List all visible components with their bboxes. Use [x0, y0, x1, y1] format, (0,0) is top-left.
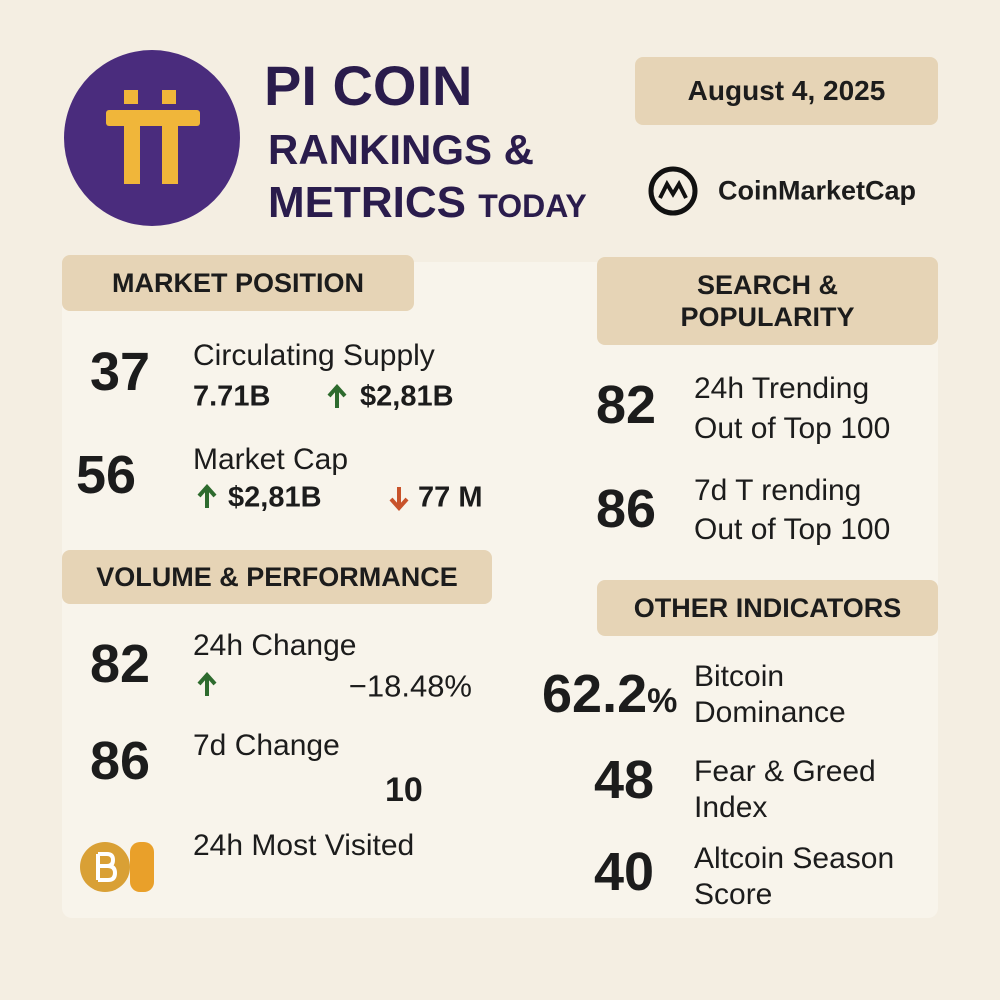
- label: Fear & Greed: [694, 755, 876, 788]
- value: $2,81B: [360, 380, 454, 413]
- title: PI COIN: [264, 54, 473, 117]
- date: August 4, 2025: [635, 57, 938, 125]
- label: Dominance: [694, 696, 846, 729]
- source: CoinMarketCap: [718, 175, 917, 206]
- pi-logo: [64, 50, 240, 226]
- label: 24h Change: [193, 629, 357, 662]
- rank: 82: [596, 375, 657, 435]
- section-title: OTHER INDICATORS: [597, 580, 938, 636]
- bitcoin-icon: [80, 842, 154, 892]
- arrow-up: [327, 384, 347, 408]
- subtitle: METRICS: [268, 178, 466, 227]
- section-title: MARKET POSITION: [62, 255, 414, 311]
- label: Circulating Supply: [193, 339, 435, 372]
- label: Bitcoin: [694, 660, 785, 693]
- subtitle-suffix: TODAY: [478, 188, 587, 224]
- arrow-down: [389, 487, 409, 511]
- cmc-logo: [648, 166, 698, 216]
- rank: 86: [596, 479, 657, 539]
- rank: 86: [90, 731, 151, 791]
- subtitle: METRICS TODAY: [268, 181, 587, 225]
- arrow-up: [197, 672, 217, 696]
- section-title: VOLUME & PERFORMANCE: [62, 550, 492, 604]
- rank: 48: [594, 750, 655, 810]
- rank: 40: [594, 842, 655, 902]
- label: Score: [694, 878, 773, 911]
- rank: 62.2: [542, 664, 648, 724]
- arrow-up: [197, 484, 217, 508]
- label: Altcoin Season: [694, 842, 895, 875]
- rank: 37: [90, 342, 151, 402]
- rank: 56: [76, 445, 137, 505]
- subtitle: RANKINGS &: [268, 126, 535, 173]
- section-title: SEARCH & POPULARITY: [597, 257, 938, 345]
- label: Market Cap: [193, 443, 349, 476]
- label: 7d T rending: [694, 474, 862, 507]
- label: Out of Top 100: [694, 513, 891, 546]
- section-title: SEARCH &: [696, 269, 838, 300]
- value: 7.71B: [193, 380, 271, 413]
- label: 24h Most Visited: [193, 829, 415, 862]
- label: 24h Trending: [694, 372, 870, 405]
- unit: %: [647, 682, 678, 720]
- value: $2,81B: [228, 481, 322, 514]
- value: 10: [385, 771, 423, 809]
- rank: 82: [90, 634, 151, 694]
- label: Index: [694, 791, 768, 824]
- rank: 62.2%: [542, 667, 677, 721]
- label: 7d Change: [193, 729, 340, 762]
- value: −18.48%: [348, 668, 472, 704]
- label: Out of Top 100: [694, 412, 891, 445]
- section-title: POPULARITY: [680, 302, 855, 332]
- value: 77 M: [418, 481, 483, 514]
